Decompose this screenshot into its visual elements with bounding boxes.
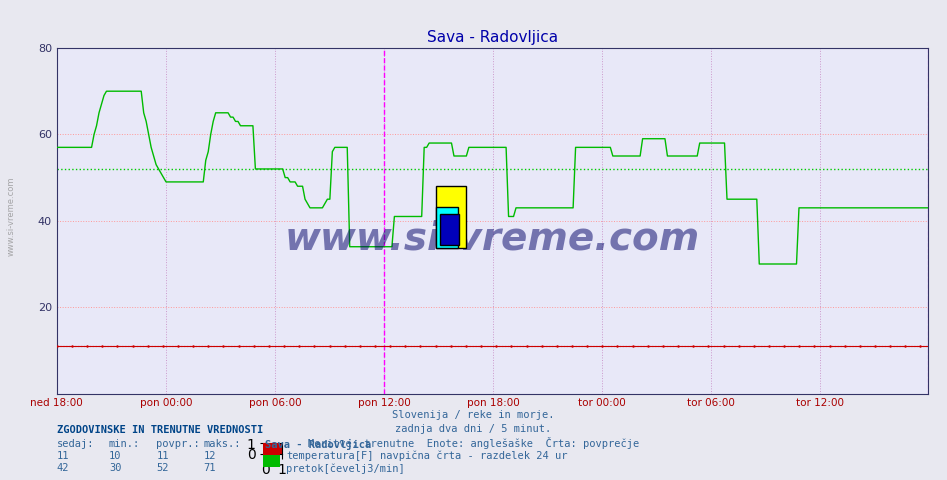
Text: maks.:: maks.:	[204, 439, 241, 449]
Text: pretok[čevelj3/min]: pretok[čevelj3/min]	[286, 463, 404, 474]
FancyBboxPatch shape	[436, 207, 457, 249]
Text: Meritve: trenutne  Enote: anglešaške  Črta: povprečje: Meritve: trenutne Enote: anglešaške Črta…	[308, 437, 639, 449]
Text: ZGODOVINSKE IN TRENUTNE VREDNOSTI: ZGODOVINSKE IN TRENUTNE VREDNOSTI	[57, 425, 263, 435]
Text: 11: 11	[57, 451, 69, 461]
Text: www.si-vreme.com: www.si-vreme.com	[285, 219, 700, 257]
Text: 11: 11	[156, 451, 169, 461]
FancyBboxPatch shape	[436, 186, 466, 249]
Text: 71: 71	[204, 463, 216, 473]
Text: temperatura[F]: temperatura[F]	[286, 451, 373, 461]
Text: povpr.:: povpr.:	[156, 439, 200, 449]
Text: 52: 52	[156, 463, 169, 473]
FancyBboxPatch shape	[440, 214, 459, 245]
Text: www.si-vreme.com: www.si-vreme.com	[7, 176, 16, 256]
Text: sedaj:: sedaj:	[57, 439, 95, 449]
Text: 30: 30	[109, 463, 121, 473]
Title: Sava - Radovljica: Sava - Radovljica	[427, 30, 558, 46]
Text: zadnja dva dni / 5 minut.: zadnja dva dni / 5 minut.	[396, 424, 551, 434]
Text: 42: 42	[57, 463, 69, 473]
Text: Sava - Radovljica: Sava - Radovljica	[265, 439, 371, 450]
Text: Slovenija / reke in morje.: Slovenija / reke in morje.	[392, 410, 555, 420]
Text: 10: 10	[109, 451, 121, 461]
Text: min.:: min.:	[109, 439, 140, 449]
Text: navpična črta - razdelek 24 ur: navpična črta - razdelek 24 ur	[380, 451, 567, 461]
Text: 12: 12	[204, 451, 216, 461]
